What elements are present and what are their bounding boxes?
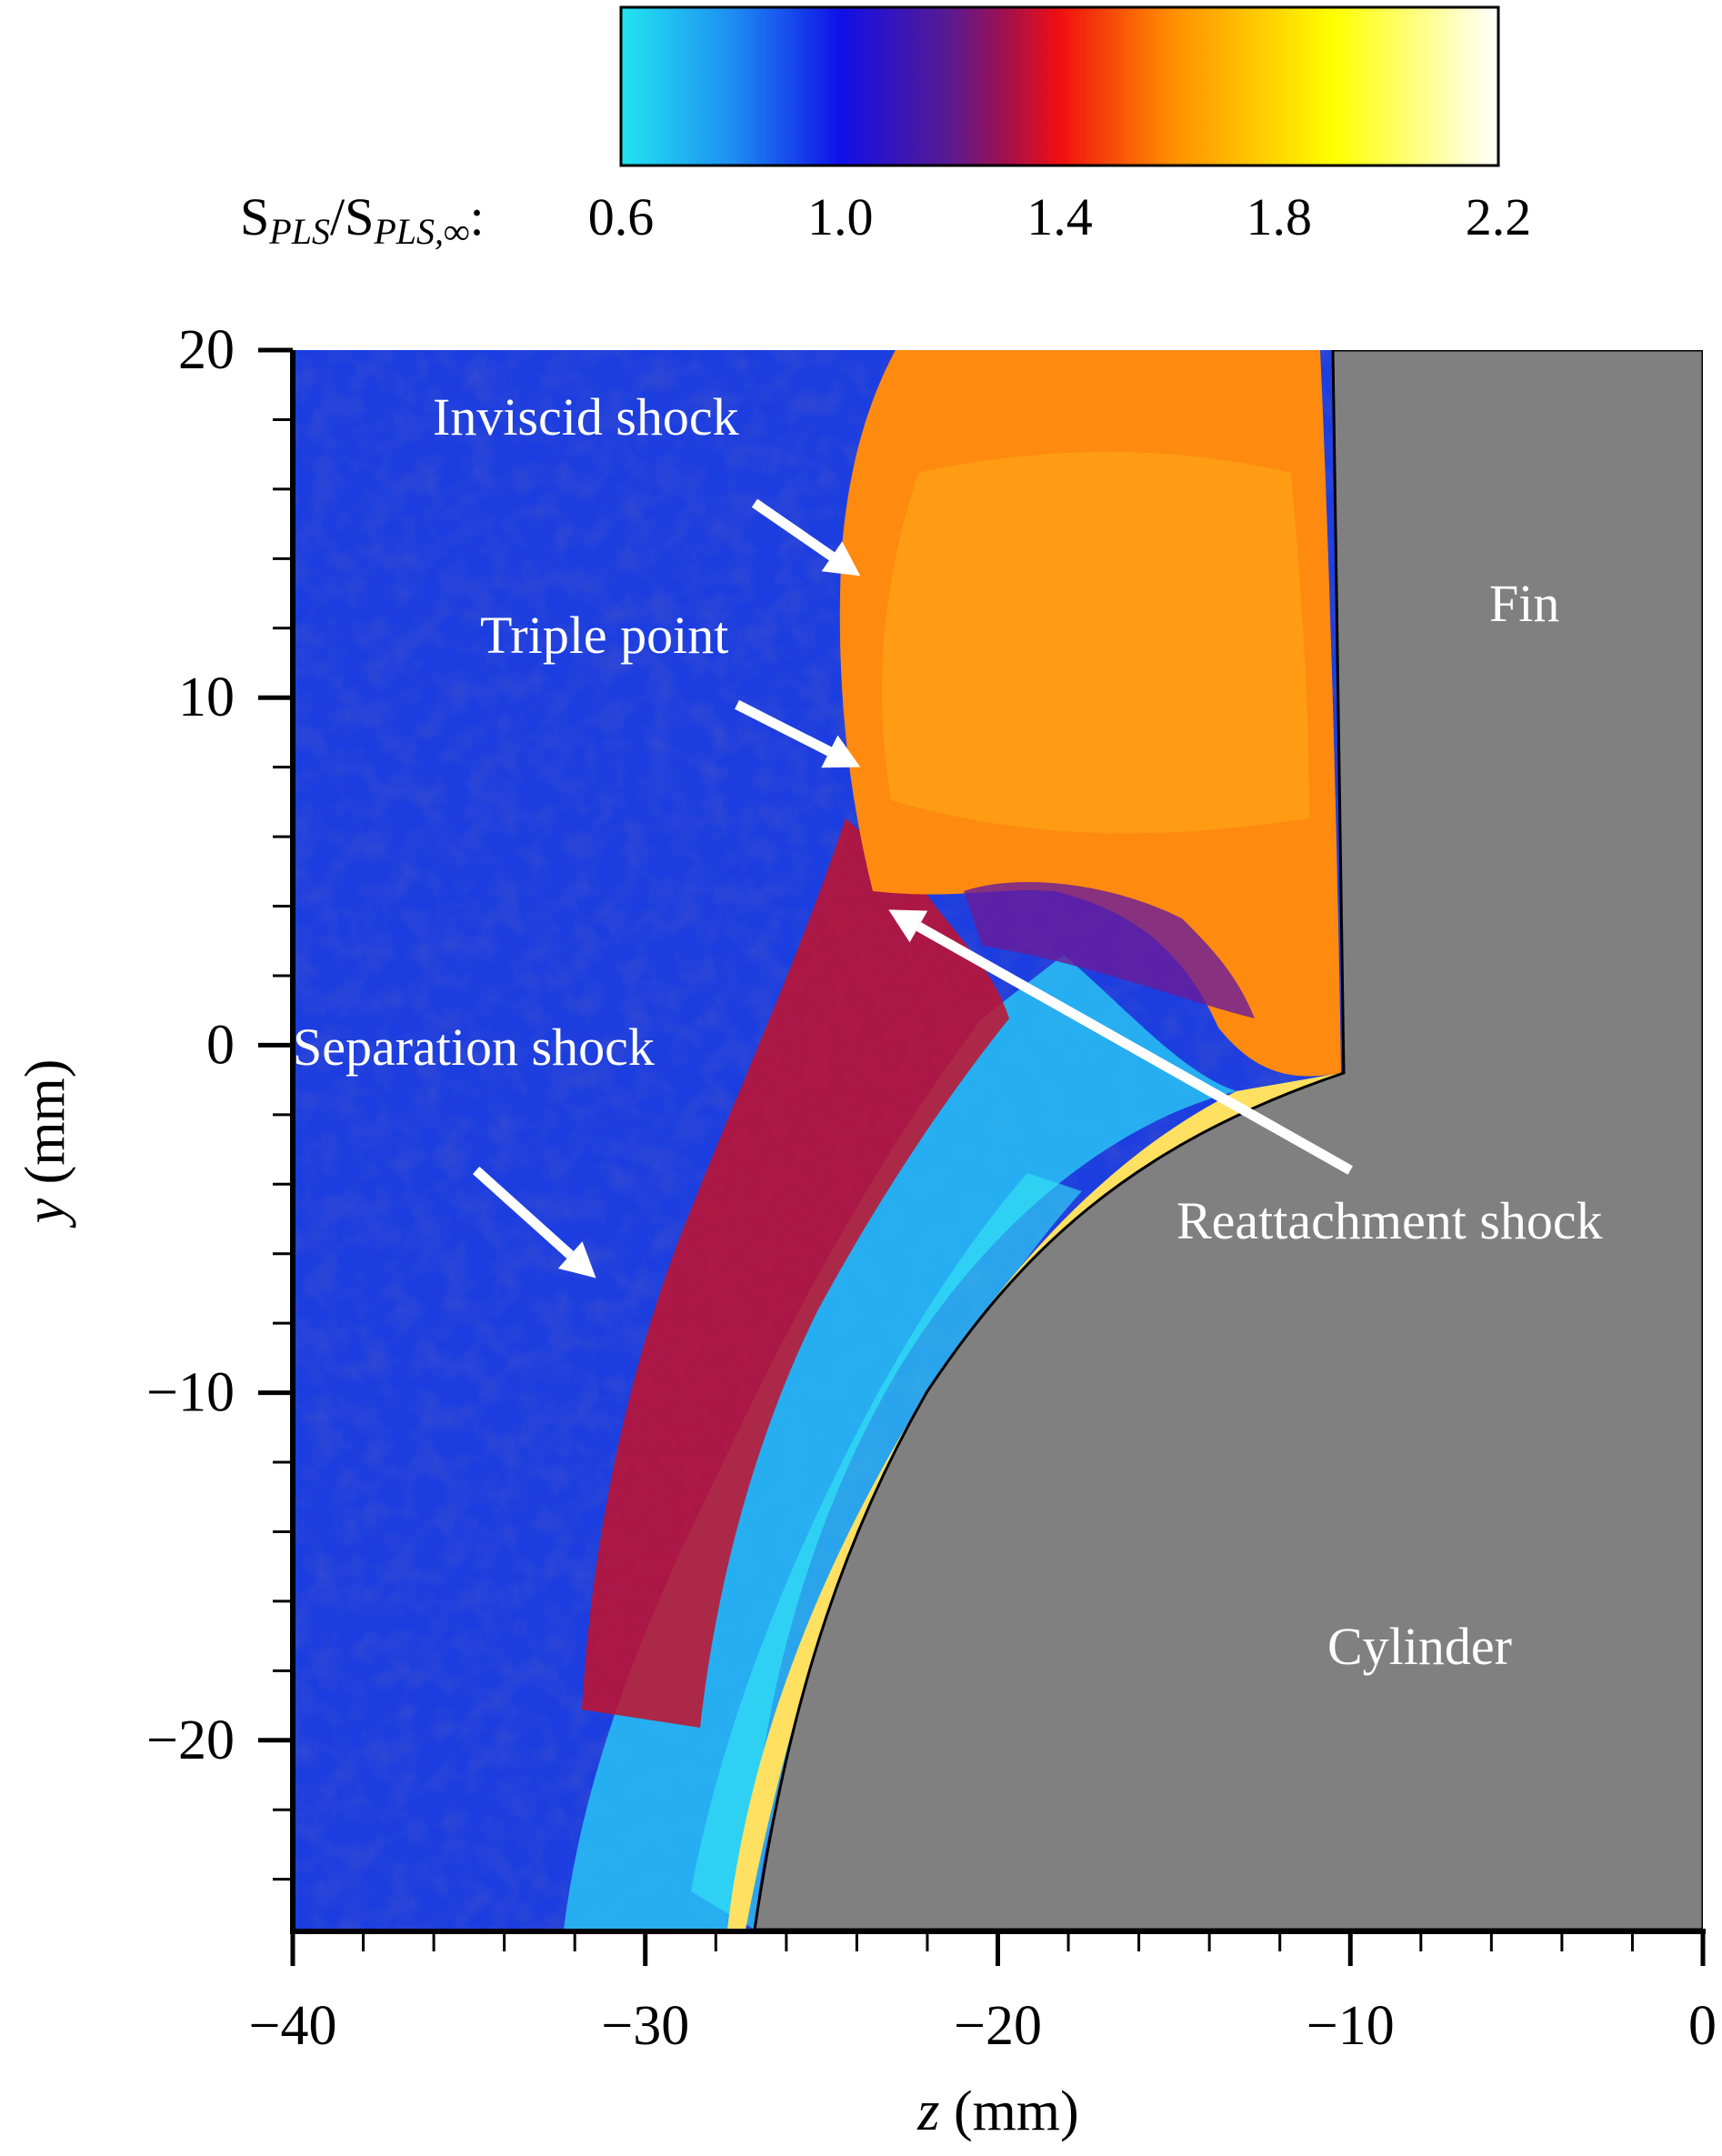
colorbar-tick-label: 0.6 — [588, 187, 655, 246]
plot-area — [293, 350, 1703, 1930]
annotation-arrow — [472, 1166, 596, 1279]
y-tick-label: −20 — [146, 1710, 235, 1771]
y-axis-label: y (mm) — [15, 1059, 76, 1229]
colorbar: SPLS/SPLS,∞: 0.6 1.0 1.4 1.8 2.2 — [240, 5, 1532, 252]
annotation-separation-shock: Separation shock — [293, 1018, 655, 1077]
x-axis-label: z (mm) — [916, 2081, 1078, 2142]
colorbar-tick-label: 2.2 — [1466, 187, 1532, 246]
near-wall-region — [564, 955, 1236, 1930]
colorbar-tick-label: 1.8 — [1246, 187, 1313, 246]
x-tick-label: −30 — [601, 1995, 689, 2057]
annotation-inviscid-shock: Inviscid shock — [433, 387, 739, 446]
annotation-arrow — [735, 699, 861, 768]
annotation-reattachment-shock: Reattachment shock — [1176, 1191, 1603, 1250]
y-tick-label: 20 — [178, 319, 235, 381]
colorbar-tick-label: 1.0 — [807, 187, 874, 246]
colorbar-gradient — [619, 5, 1500, 167]
annotation-cylinder: Cylinder — [1327, 1617, 1512, 1676]
colorbar-label: SPLS/SPLS,∞: — [240, 187, 485, 252]
y-tick-label: −10 — [146, 1362, 235, 1424]
y-tick-label: 10 — [178, 667, 235, 728]
annotation-fin: Fin — [1489, 574, 1559, 633]
x-tick-label: −10 — [1307, 1995, 1395, 2057]
y-tick-label: 0 — [206, 1014, 235, 1076]
colorbar-tick-label: 1.4 — [1026, 187, 1093, 246]
x-tick-label: −20 — [954, 1995, 1042, 2057]
annotation-arrow — [751, 498, 861, 577]
annotation-triple-point: Triple point — [480, 606, 728, 665]
annotations: Inviscid shock Triple point Separation s… — [293, 387, 1603, 1676]
x-tick-label: 0 — [1688, 1995, 1717, 2057]
x-tick-label: −40 — [249, 1995, 337, 2057]
body-fin-cylinder — [753, 350, 1703, 1930]
annotation-arrow — [888, 909, 1353, 1175]
separation-shock-band — [582, 818, 1009, 1728]
axes: −40 −30 −20 −10 0 20 10 0 −10 −20 z (mm) y (mm) — [15, 319, 1717, 2142]
